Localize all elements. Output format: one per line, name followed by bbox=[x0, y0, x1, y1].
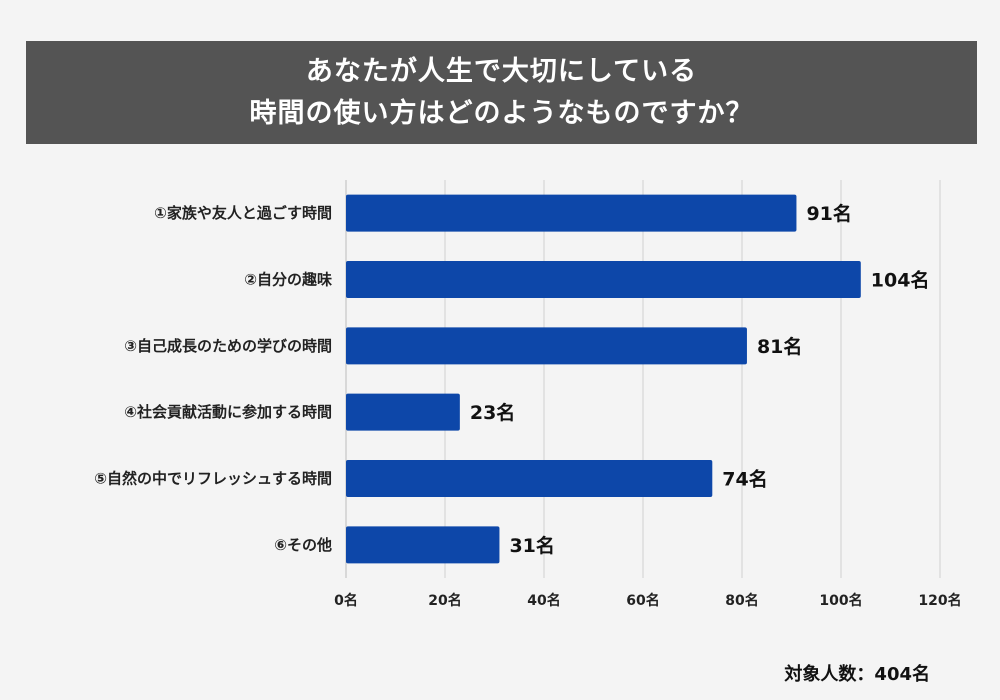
x-tick-label-80: 80名 bbox=[725, 592, 758, 609]
chart-title-line-1: あなたが人生で大切にしている bbox=[305, 55, 698, 87]
bar-2 bbox=[346, 261, 861, 298]
x-tick-label-0: 0名 bbox=[334, 592, 358, 609]
value-label-6: 31名 bbox=[509, 534, 554, 557]
category-label-5: ⑤自然の中でリフレッシュする時間 bbox=[94, 470, 332, 488]
bar-4 bbox=[346, 393, 460, 431]
x-tick-label-20: 20名 bbox=[428, 592, 461, 609]
bar-6 bbox=[346, 526, 500, 564]
x-tick-label-40: 40名 bbox=[527, 592, 560, 609]
bar-3 bbox=[346, 327, 747, 365]
chart-title-line-2: 時間の使い方はどのようなものですか？ bbox=[249, 97, 754, 129]
title-banner: あなたが人生で大切にしている 時間の使い方はどのようなものですか？ bbox=[26, 41, 977, 144]
x-tick-label-120: 120名 bbox=[918, 592, 961, 609]
value-label-3: 81名 bbox=[757, 335, 802, 358]
sample-size-note: 対象人数：404名 bbox=[784, 664, 930, 685]
category-label-4: ④社会貢献活動に参加する時間 bbox=[124, 403, 332, 421]
category-label-1: ①家族や友人と過ごす時間 bbox=[154, 204, 332, 222]
value-label-2: 104名 bbox=[871, 269, 930, 292]
bar-5 bbox=[346, 460, 713, 497]
x-tick-label-60: 60名 bbox=[626, 592, 659, 609]
x-tick-label-100: 100名 bbox=[819, 592, 862, 609]
value-label-4: 23名 bbox=[470, 401, 515, 424]
value-label-5: 74名 bbox=[722, 468, 767, 491]
value-label-1: 91名 bbox=[806, 202, 851, 225]
category-label-3: ③自己成長のための学びの時間 bbox=[124, 337, 332, 355]
bar-1 bbox=[346, 194, 797, 232]
category-label-6: ⑥その他 bbox=[274, 536, 332, 554]
category-label-2: ②自分の趣味 bbox=[244, 271, 332, 289]
